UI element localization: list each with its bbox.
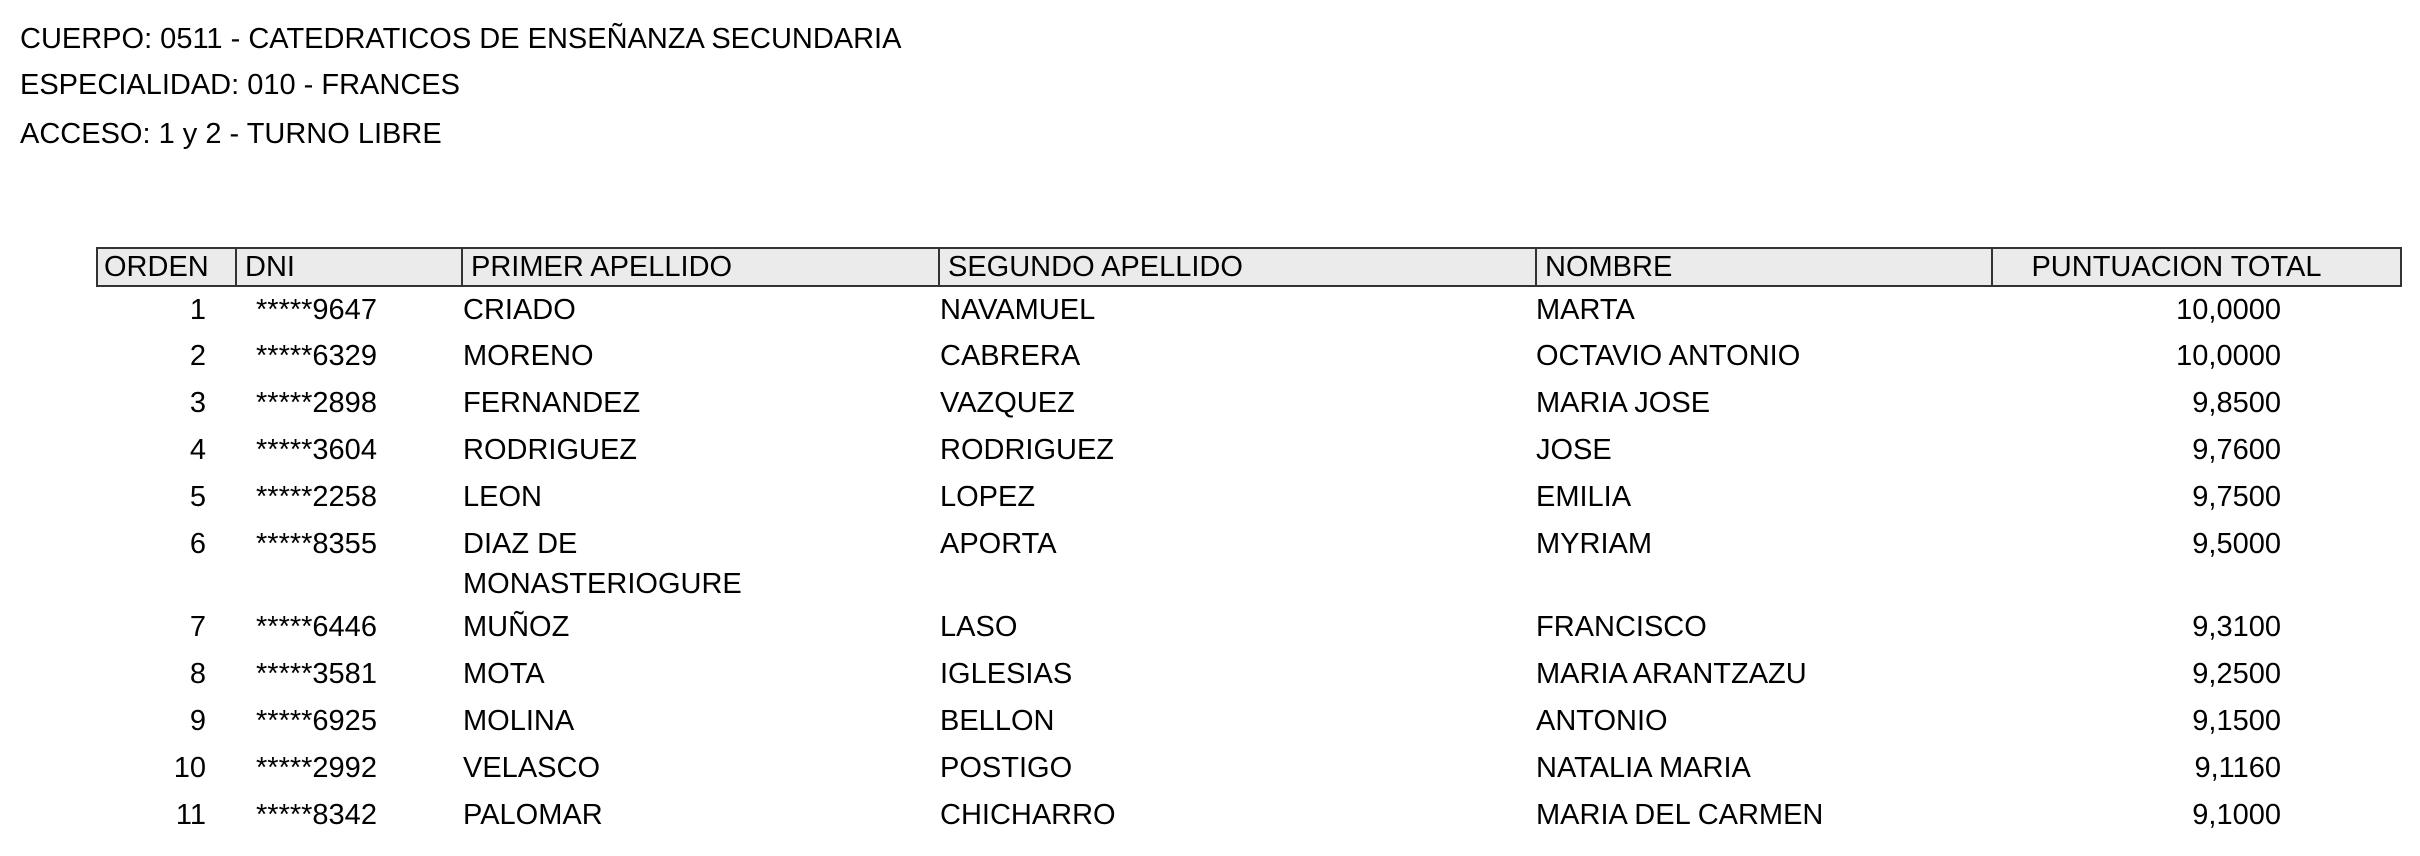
cell-dni: *****2898	[256, 387, 377, 419]
cell-primer: MUÑOZ	[463, 611, 570, 643]
cell-orden: 6	[189, 528, 206, 560]
cell-puntuacion: 9,3100	[2192, 611, 2281, 643]
cell-primer: LEON	[463, 481, 542, 513]
cuerpo-heading: CUERPO: 0511 - CATEDRATICOS DE ENSEÑANZA…	[20, 23, 902, 55]
table-row: 3 *****2898 FERNANDEZ VAZQUEZ MARIA JOSE 9,85…	[97, 380, 2401, 427]
cell-dni: *****2992	[256, 752, 377, 784]
cell-orden: 9	[189, 705, 206, 737]
cell-nombre: MARIA DEL CARMEN	[1536, 799, 1824, 831]
cell-orden: 3	[189, 387, 206, 419]
cell-segundo: RODRIGUEZ	[940, 434, 1114, 466]
cell-segundo: LOPEZ	[940, 481, 1036, 513]
column-header-nombre: NOMBRE	[1535, 247, 1993, 287]
table-row: 7 *****6446 MUÑOZ LASO FRANCISCO 9,3100	[97, 604, 2401, 651]
cell-puntuacion: 9,5000	[2192, 528, 2281, 560]
cell-puntuacion: 10,0000	[2176, 340, 2281, 372]
table-row: 2 *****6329 MORENO CABRERA OCTAVIO ANTONIO 10…	[97, 333, 2401, 380]
cell-primer: CRIADO	[463, 294, 576, 326]
cell-segundo: NAVAMUEL	[940, 294, 1096, 326]
cell-puntuacion: 9,7600	[2192, 434, 2281, 466]
cell-nombre: MARIA ARANTZAZU	[1536, 658, 1807, 690]
cell-primer: FERNANDEZ	[463, 387, 641, 419]
cell-puntuacion: 9,8500	[2192, 387, 2281, 419]
cell-segundo: APORTA	[940, 528, 1057, 560]
acceso-heading: ACCESO: 1 y 2 - TURNO LIBRE	[20, 118, 442, 150]
cell-puntuacion: 9,1000	[2192, 799, 2281, 831]
cell-nombre: ANTONIO	[1536, 705, 1668, 737]
cell-segundo: IGLESIAS	[940, 658, 1073, 690]
cell-nombre: JOSE	[1536, 434, 1612, 466]
cell-dni: *****6329	[256, 340, 377, 372]
cell-nombre: NATALIA MARIA	[1536, 752, 1751, 784]
table-row: 5 *****2258 LEON LOPEZ EMILIA 9,7500	[97, 474, 2401, 521]
cell-dni: *****8342	[256, 799, 377, 831]
cell-orden: 10	[173, 752, 206, 784]
cell-segundo: CABRERA	[940, 340, 1081, 372]
table-header-row: ORDEN DNI PRIMER APELLIDO SEGUNDO APELLI…	[96, 247, 2402, 287]
cell-dni: *****9647	[256, 294, 377, 326]
cell-orden: 8	[189, 658, 206, 690]
cell-dni: *****3604	[256, 434, 377, 466]
cell-nombre: MARTA	[1536, 294, 1635, 326]
column-header-dni: DNI	[235, 247, 463, 287]
column-header-primer-apellido: PRIMER APELLIDO	[461, 247, 940, 287]
cell-puntuacion: 9,7500	[2192, 481, 2281, 513]
table-row: 8 *****3581 MOTA IGLESIAS MARIA ARANTZAZU 9,2…	[97, 651, 2401, 698]
cell-puntuacion: 9,1160	[2194, 752, 2281, 784]
cell-primer: MOLINA	[463, 705, 575, 737]
cell-orden: 1	[189, 294, 206, 326]
cell-segundo: LASO	[940, 611, 1018, 643]
column-header-orden: ORDEN	[96, 247, 237, 287]
cell-dni: *****6446	[256, 611, 377, 643]
table-row: 11 *****8342 PALOMAR CHICHARRO MARIA DEL CAR…	[97, 792, 2401, 839]
table-row: 9 *****6925 MOLINA BELLON ANTONIO 9,1500	[97, 698, 2401, 745]
cell-dni: *****6925	[256, 705, 377, 737]
cell-nombre: MARIA JOSE	[1536, 387, 1711, 419]
cell-orden: 5	[189, 481, 206, 513]
cell-puntuacion: 9,1500	[2192, 705, 2281, 737]
column-header-puntuacion-total: PUNTUACION TOTAL	[1991, 247, 2402, 287]
cell-primer: DIAZ DE MONASTERIOGURE	[463, 528, 742, 600]
cell-nombre: OCTAVIO ANTONIO	[1536, 340, 1801, 372]
cell-primer: MOTA	[463, 658, 545, 690]
cell-dni: *****3581	[256, 658, 377, 690]
cell-orden: 11	[175, 799, 206, 831]
cell-segundo: BELLON	[940, 705, 1055, 737]
cell-orden: 2	[189, 340, 206, 372]
cell-primer: RODRIGUEZ	[463, 434, 637, 466]
cell-segundo: POSTIGO	[940, 752, 1073, 784]
table-row: 4 *****3604 RODRIGUEZ RODRIGUEZ JOSE 9,7600	[97, 427, 2401, 474]
cell-segundo: CHICHARRO	[940, 799, 1116, 831]
cell-nombre: FRANCISCO	[1536, 611, 1707, 643]
cell-primer: PALOMAR	[463, 799, 603, 831]
cell-orden: 7	[189, 611, 206, 643]
cell-dni: *****8355	[256, 528, 377, 560]
cell-puntuacion: 9,2500	[2192, 658, 2281, 690]
cell-primer: MORENO	[463, 340, 594, 372]
results-table: ORDEN DNI PRIMER APELLIDO SEGUNDO APELLI…	[96, 247, 2402, 839]
cell-nombre: EMILIA	[1536, 481, 1632, 513]
cell-primer: VELASCO	[463, 752, 600, 784]
cell-puntuacion: 10,0000	[2176, 294, 2281, 326]
table-row: 10 *****2992 VELASCO POSTIGO NATALIA MARIA 9,…	[97, 745, 2401, 792]
cell-nombre: MYRIAM	[1536, 528, 1652, 560]
table-row: 1 *****9647 CRIADO NAVAMUEL MARTA 10,0000	[97, 286, 2401, 333]
table-row: 6 *****8355 DIAZ DE MONASTERIOGURE APORTA MY…	[97, 521, 2401, 604]
cell-dni: *****2258	[256, 481, 377, 513]
especialidad-heading: ESPECIALIDAD: 010 - FRANCES	[20, 69, 460, 101]
cell-orden: 4	[189, 434, 206, 466]
cell-segundo: VAZQUEZ	[940, 387, 1075, 419]
column-header-segundo-apellido: SEGUNDO APELLIDO	[938, 247, 1537, 287]
